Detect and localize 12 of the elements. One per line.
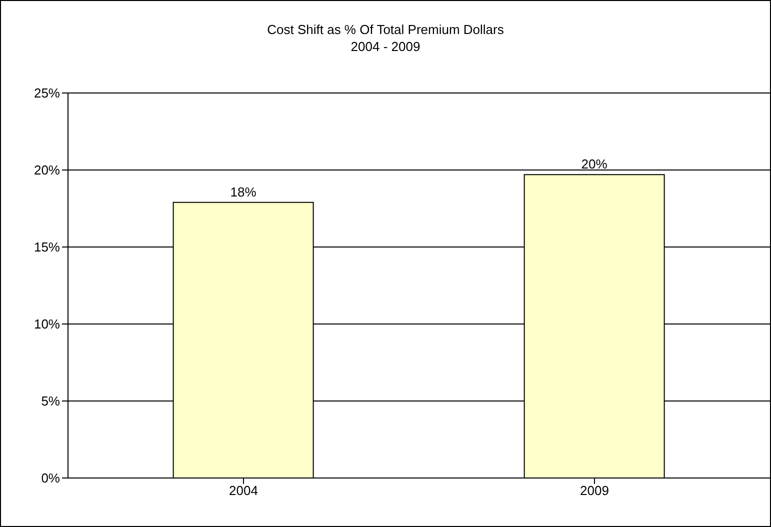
y-tick-label: 15% <box>34 240 60 255</box>
data-label: 20% <box>581 156 608 172</box>
y-tick-label: 25% <box>34 86 60 101</box>
data-label: 18% <box>230 184 257 200</box>
y-tick-label: 5% <box>41 394 60 409</box>
chart-title: Cost Shift as % Of Total Premium Dollars <box>266 22 505 37</box>
x-tick-label: 2009 <box>580 483 609 498</box>
y-tick-label: 20% <box>34 162 60 178</box>
x-tick-label: 2004 <box>229 483 258 498</box>
chart-subtitle: 2004 - 2009 <box>350 39 422 54</box>
y-tick-label: 10% <box>34 316 60 332</box>
y-tick-label: 0% <box>41 470 60 486</box>
